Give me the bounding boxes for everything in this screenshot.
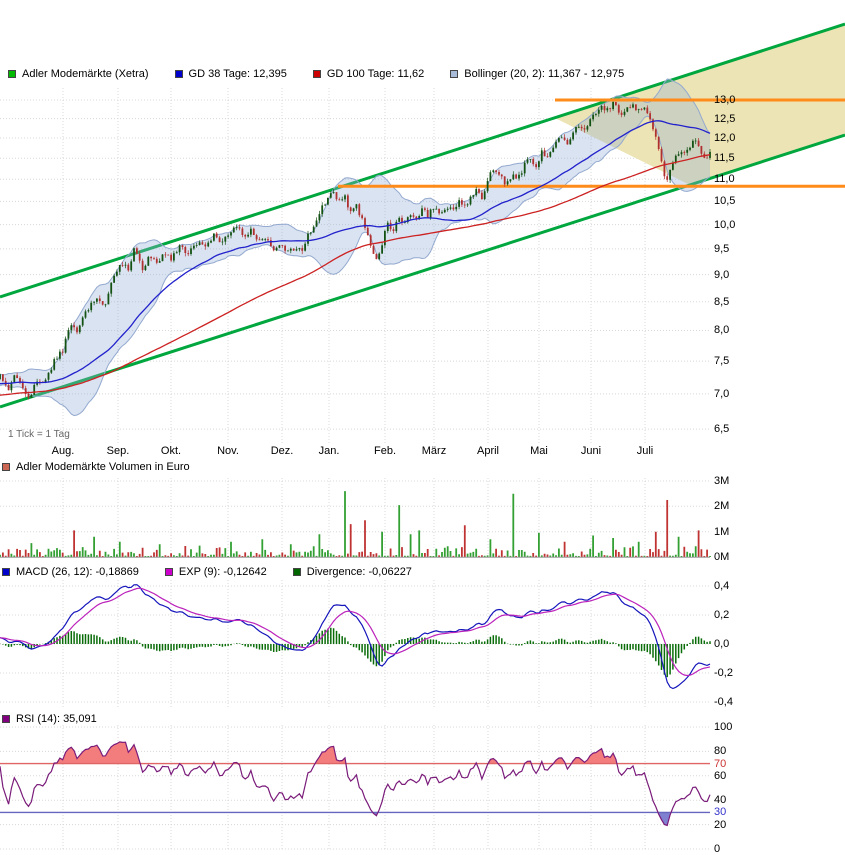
price-axis-tick: 6,5 <box>714 423 730 436</box>
legend-color-swatch-icon <box>8 70 16 78</box>
price-axis-tick: 7,0 <box>714 387 730 400</box>
legend-color-swatch-icon <box>164 568 173 576</box>
macd-line <box>0 584 711 690</box>
legend-label: Adler Modemärkte (Xetra) <box>22 68 149 80</box>
price-axis-tick: 8,0 <box>714 324 730 337</box>
legend-color-swatch-icon <box>2 568 10 576</box>
rsi-oversold-fill <box>372 812 672 826</box>
projection-zone <box>555 24 845 185</box>
legend-label: GD 38 Tage: 12,395 <box>188 68 287 80</box>
time-axis-tick: Aug. <box>51 445 75 457</box>
gd100-line <box>0 154 711 396</box>
volume-bars-up <box>0 491 711 557</box>
price-axis-tick: 12,0 <box>714 132 736 144</box>
trend-channel-upper <box>0 22 845 299</box>
price-axis-tick: 10,5 <box>714 195 736 208</box>
price-axis-tick: 12,5 <box>714 112 736 125</box>
price-axis-tick: 13,0 <box>714 94 736 107</box>
rsi-legend: RSI (14): 35,091 <box>2 713 97 725</box>
macd-axis-tick: -0,2 <box>714 667 733 679</box>
volume-axis-tick: 3M <box>714 475 730 487</box>
bollinger-band <box>0 79 710 416</box>
time-axis-tick: Sep. <box>106 445 130 457</box>
rsi-axis-tick: 60 <box>714 769 727 782</box>
legend-item: Adler Modemärkte (Xetra) <box>8 68 149 80</box>
legend-item: GD 100 Tage: 11,62 <box>312 68 425 80</box>
legend-label: Adler Modemärkte Volumen in Euro <box>16 461 190 473</box>
volume-axis-tick: 0M <box>714 551 730 563</box>
legend-label: MACD (26, 12): -0,18869 <box>16 566 139 578</box>
price-legend: Adler Modemärkte (Xetra) GD 38 Tage: 12,3… <box>8 68 624 80</box>
legend-label: GD 100 Tage: 11,62 <box>326 68 425 80</box>
time-axis-tick: Nov. <box>217 445 239 457</box>
time-axis-tick: Mai <box>530 445 548 457</box>
legend-color-swatch-icon <box>2 715 10 723</box>
macd-divergence-histogram <box>0 627 711 678</box>
macd-axis-tick: 0,2 <box>714 609 730 621</box>
trend-channel-lower <box>0 133 845 409</box>
price-axis-tick: 9,0 <box>714 268 730 281</box>
bollinger-upper <box>0 78 711 376</box>
legend-color-swatch-icon <box>292 568 301 576</box>
time-axis-tick: März <box>421 445 447 457</box>
legend-label: Bollinger (20, 2): 11,367 - 12,975 <box>464 68 625 80</box>
legend-item: RSI (14): 35,091 <box>2 713 97 725</box>
price-axis-tick: 7,5 <box>714 355 730 368</box>
bollinger-lower <box>0 115 711 417</box>
macd-axis-tick: 0,4 <box>714 580 730 592</box>
gd38-line <box>0 120 711 385</box>
volume-axis-tick: 1M <box>714 525 730 538</box>
time-axis-tick: Okt. <box>160 445 182 457</box>
rsi-overbought-fill <box>54 741 617 764</box>
legend-item: Bollinger (20, 2): 11,367 - 12,975 <box>450 68 624 80</box>
rsi-axis-tick: 30 <box>714 806 727 819</box>
macd-legend: MACD (26, 12): -0,18869 EXP (9): -0,12642… <box>2 566 412 578</box>
time-axis-tick: Jan. <box>318 445 340 457</box>
legend-item: Adler Modemärkte Volumen in Euro <box>2 461 190 473</box>
legend-color-swatch-icon <box>450 70 459 78</box>
volume-legend: Adler Modemärkte Volumen in Euro <box>2 461 190 473</box>
rsi-axis-tick: 70 <box>714 757 727 770</box>
legend-item: GD 38 Tage: 12,395 <box>174 68 287 80</box>
legend-item: MACD (26, 12): -0,18869 <box>2 566 139 578</box>
legend-item: Divergence: -0,06227 <box>292 566 412 578</box>
tick-interval-note: 1 Tick = 1 Tag <box>8 429 70 440</box>
time-axis-tick: Juni <box>580 445 602 457</box>
rsi-axis-tick: 0 <box>714 843 721 855</box>
legend-color-swatch-icon <box>174 70 183 78</box>
volume-bars-down <box>2 500 708 557</box>
legend-color-swatch-icon <box>312 70 321 78</box>
volume-axis-tick: 2M <box>714 500 730 513</box>
time-axis-tick: Dez. <box>270 445 294 457</box>
legend-color-swatch-icon <box>2 463 10 471</box>
price-axis-tick: 9,5 <box>714 242 730 255</box>
price-axis-tick: 11,0 <box>714 173 735 186</box>
macd-signal-line <box>0 587 711 677</box>
macd-axis-tick: 0,0 <box>714 638 730 650</box>
time-axis-tick: Feb. <box>373 445 397 457</box>
rsi-axis-tick: 20 <box>714 818 727 831</box>
legend-label: RSI (14): 35,091 <box>16 713 97 725</box>
time-axis-tick: April <box>476 445 500 457</box>
rsi-axis-tick: 100 <box>714 721 733 733</box>
macd-axis-tick: -0,4 <box>714 696 733 708</box>
legend-label: EXP (9): -0,12642 <box>178 566 267 578</box>
legend-item: EXP (9): -0,12642 <box>164 566 267 578</box>
time-axis-tick: Juli <box>636 445 654 457</box>
rsi-line <box>0 741 711 827</box>
price-axis-tick: 11,5 <box>714 152 735 165</box>
rsi-axis-tick: 80 <box>714 745 727 758</box>
price-axis-tick: 8,5 <box>714 295 730 308</box>
rsi-axis-tick: 40 <box>714 794 727 807</box>
price-axis-tick: 10,0 <box>714 218 736 231</box>
legend-label: Divergence: -0,06227 <box>306 566 412 578</box>
